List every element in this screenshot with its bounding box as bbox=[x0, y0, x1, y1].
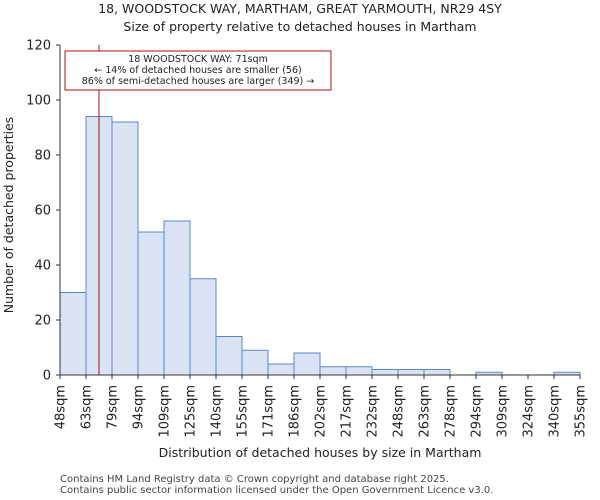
annotation-line-1: 18 WOODSTOCK WAY: 71sqm bbox=[128, 54, 268, 65]
x-axis-label: Distribution of detached houses by size … bbox=[159, 445, 482, 460]
bar-171sqm bbox=[267, 363, 295, 376]
axes-group bbox=[56, 44, 581, 379]
x-tick-label-63sqm: 63sqm bbox=[80, 385, 95, 429]
annotation-line-3: 86% of semi-detached houses are larger (… bbox=[82, 76, 315, 87]
bar-263sqm bbox=[423, 369, 451, 376]
x-tick-label-263sqm: 263sqm bbox=[418, 385, 433, 438]
x-tick-label-48sqm: 48sqm bbox=[54, 385, 69, 429]
x-tick-label-140sqm: 140sqm bbox=[210, 385, 225, 438]
y-tick-label-20: 20 bbox=[34, 314, 51, 329]
x-tick-label-309sqm: 309sqm bbox=[496, 385, 511, 438]
x-tick-label-125sqm: 125sqm bbox=[184, 385, 199, 438]
bar-48sqm bbox=[59, 292, 87, 376]
x-tick-label-294sqm: 294sqm bbox=[470, 385, 485, 438]
bar-94sqm bbox=[137, 231, 165, 376]
footer-line-1: Contains HM Land Registry data © Crown c… bbox=[60, 474, 449, 485]
x-tick-label-232sqm: 232sqm bbox=[366, 385, 381, 438]
x-tick-label-171sqm: 171sqm bbox=[262, 385, 277, 438]
x-tick-label-202sqm: 202sqm bbox=[314, 385, 329, 438]
bar-140sqm bbox=[215, 336, 243, 376]
y-tick-label-80: 80 bbox=[34, 149, 51, 164]
chart-title: 18, WOODSTOCK WAY, MARTHAM, GREAT YARMOU… bbox=[98, 1, 502, 16]
y-tick-label-40: 40 bbox=[34, 259, 51, 274]
footer-line-2: Contains public sector information licen… bbox=[60, 485, 494, 496]
labels-group: 0 20 40 60 80 100 120 48sqm 63sqm 79sqm 94sqm 109sq… bbox=[1, 39, 589, 461]
bar-125sqm bbox=[189, 278, 217, 376]
annotation-box bbox=[64, 50, 332, 91]
x-tick-label-248sqm: 248sqm bbox=[392, 385, 407, 438]
bar-155sqm bbox=[241, 349, 269, 376]
y-tick-label-100: 100 bbox=[26, 94, 51, 109]
x-tick-label-109sqm: 109sqm bbox=[158, 385, 173, 438]
x-tick-label-324sqm: 324sqm bbox=[522, 385, 537, 438]
x-tick-label-278sqm: 278sqm bbox=[444, 385, 459, 438]
bar-109sqm bbox=[163, 220, 191, 376]
chart-subtitle: Size of property relative to detached ho… bbox=[123, 19, 477, 34]
bar-248sqm bbox=[397, 369, 425, 376]
bar-202sqm bbox=[319, 366, 347, 376]
bar-217sqm bbox=[345, 366, 373, 376]
bar-232sqm bbox=[371, 369, 399, 376]
x-tick-label-155sqm: 155sqm bbox=[236, 385, 251, 438]
y-tick-label-0: 0 bbox=[43, 369, 51, 384]
histogram-chart: 0 20 40 60 80 100 120 48sqm 63sqm 79sqm 94sqm 109sq… bbox=[1, 39, 589, 461]
bars-group bbox=[59, 116, 581, 376]
x-tick-label-355sqm: 355sqm bbox=[574, 385, 589, 438]
x-tick-label-79sqm: 79sqm bbox=[106, 385, 121, 429]
x-tick-label-340sqm: 340sqm bbox=[548, 385, 563, 438]
bar-186sqm bbox=[293, 352, 321, 376]
y-axis-label: Number of detached properties bbox=[1, 117, 16, 314]
annotation-line-2: ← 14% of detached houses are smaller (56… bbox=[94, 65, 301, 76]
x-tick-label-217sqm: 217sqm bbox=[340, 385, 355, 438]
y-tick-label-120: 120 bbox=[26, 39, 51, 54]
bar-79sqm bbox=[111, 121, 139, 376]
y-tick-label-60: 60 bbox=[34, 204, 51, 219]
x-tick-label-94sqm: 94sqm bbox=[132, 385, 147, 429]
x-tick-label-186sqm: 186sqm bbox=[288, 385, 303, 438]
